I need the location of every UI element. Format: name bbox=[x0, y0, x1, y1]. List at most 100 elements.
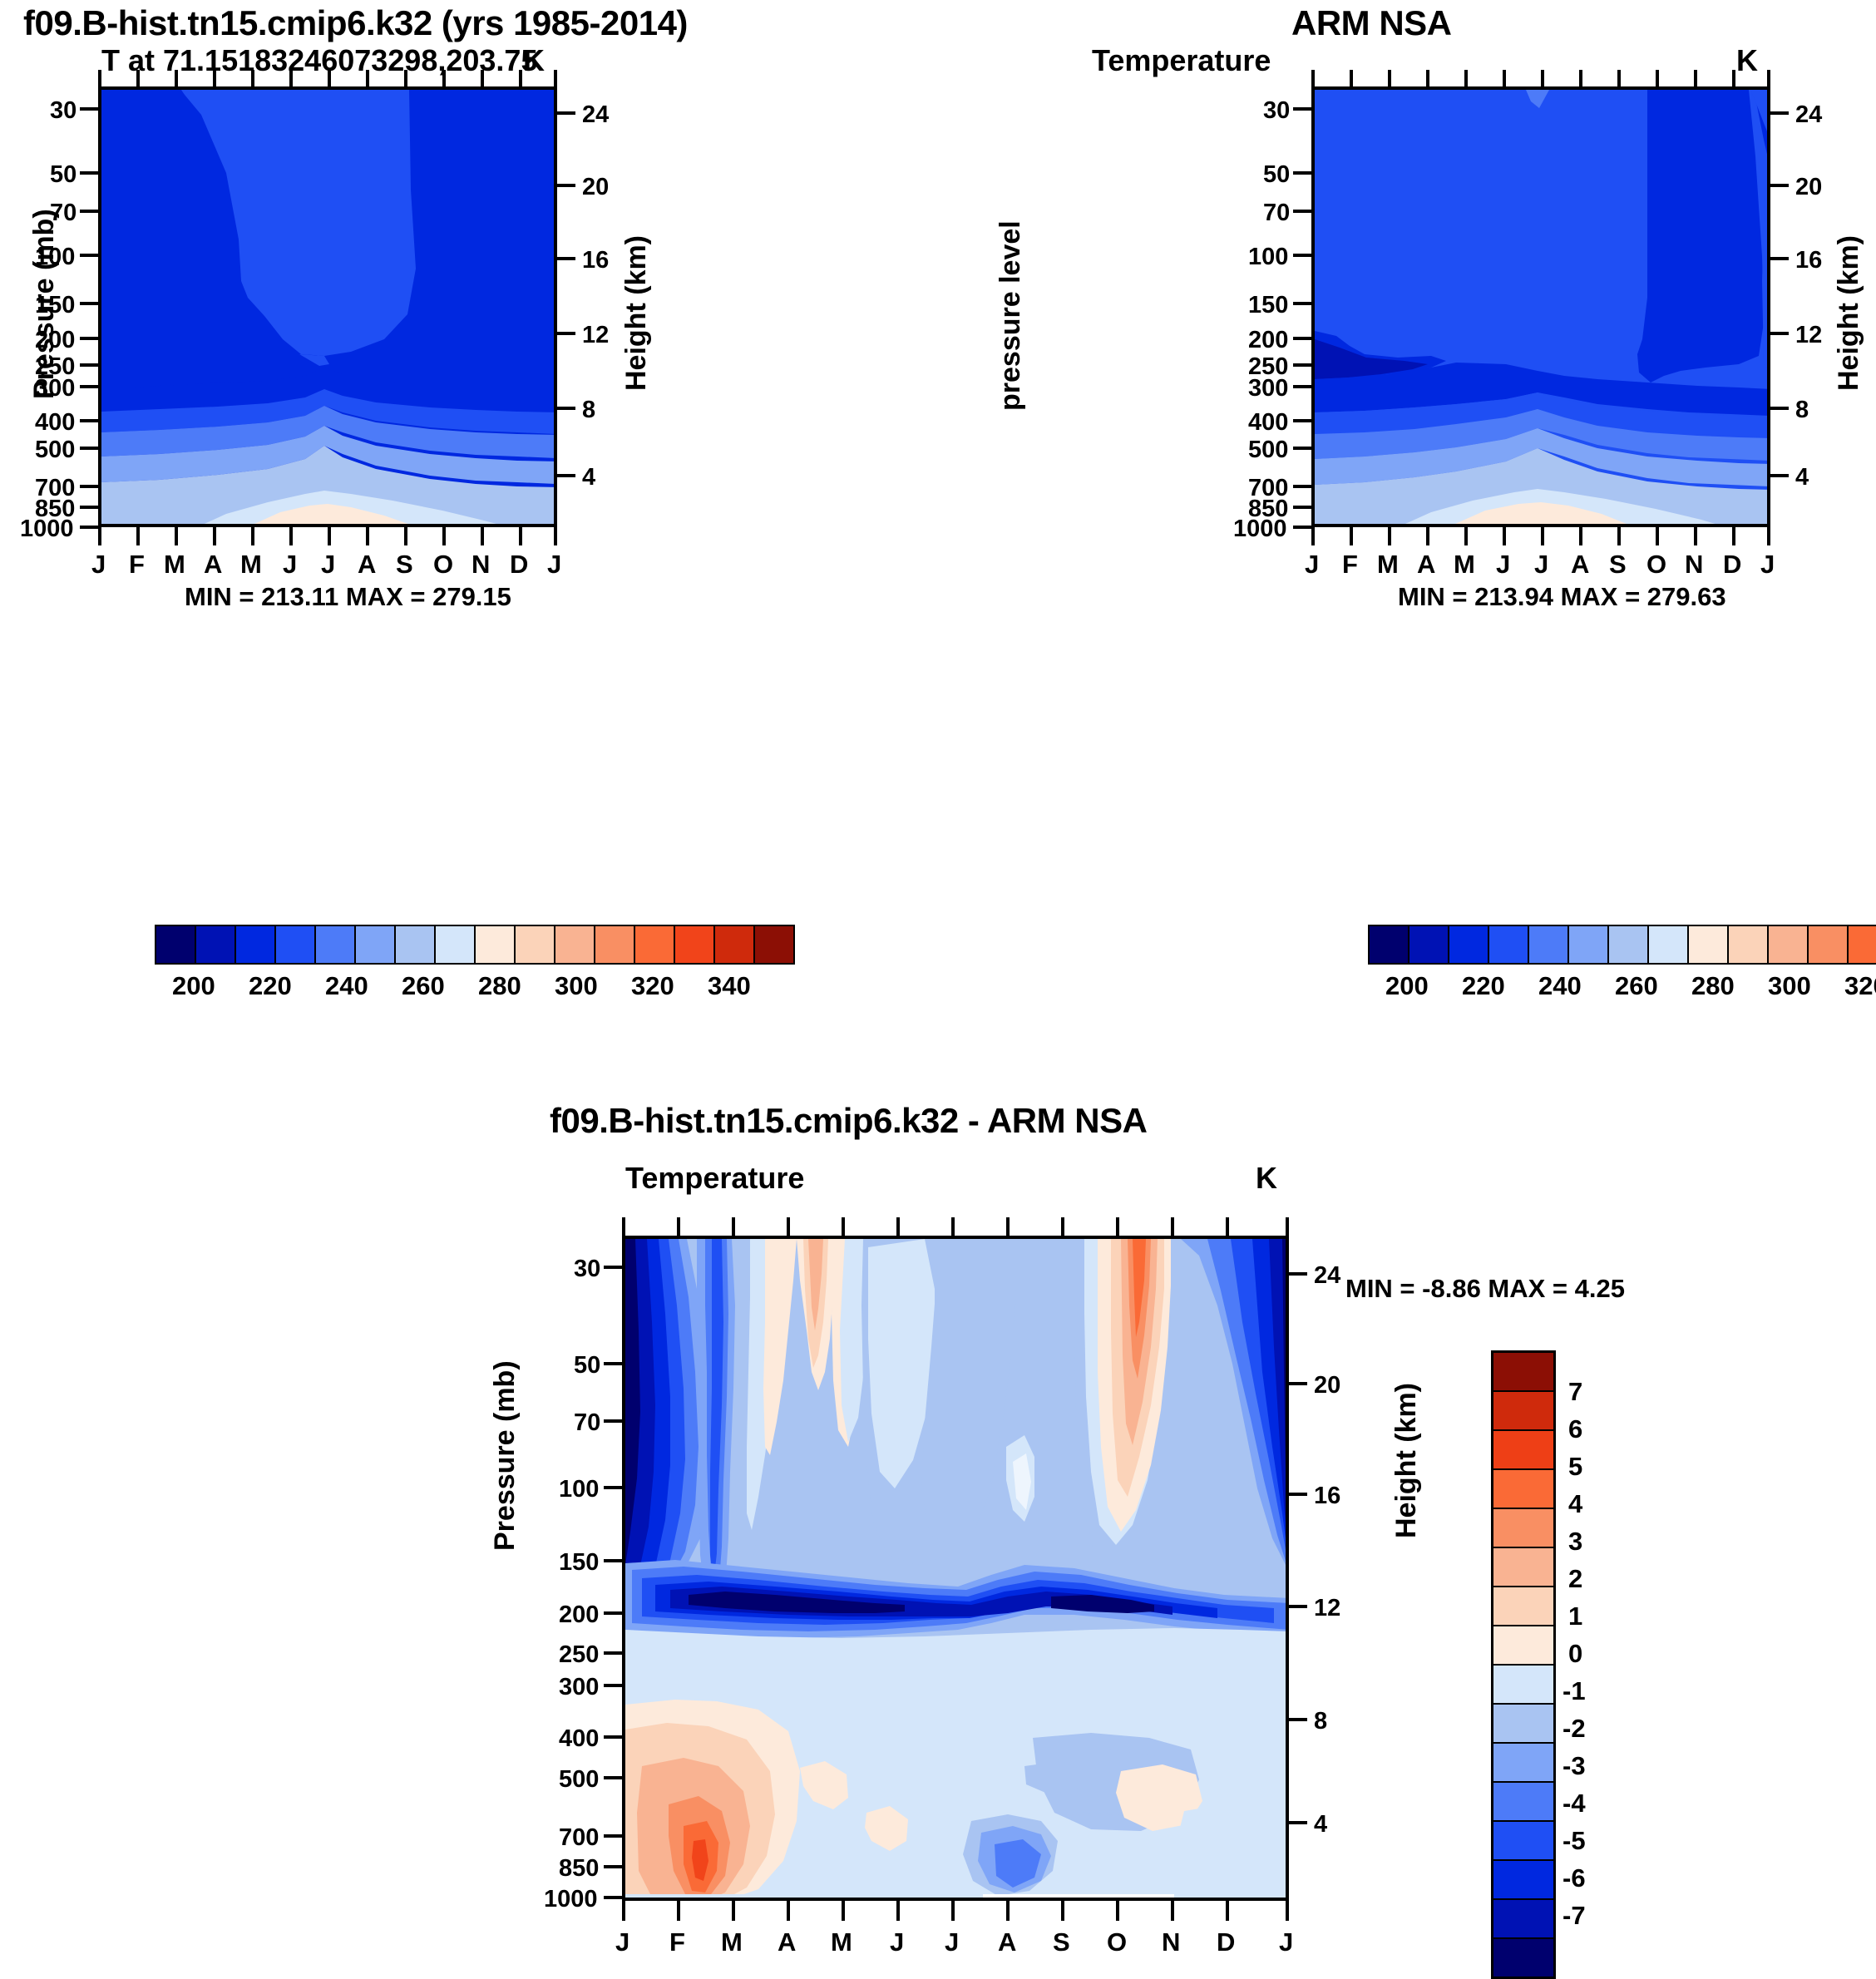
obs-month-9: O bbox=[1646, 550, 1667, 579]
model-month-6: J bbox=[321, 550, 336, 579]
obs-panel-title: ARM NSA bbox=[1291, 3, 1452, 42]
obs-htick-0: 4 bbox=[1795, 464, 1809, 491]
obs-ptick-12: 1000 bbox=[1233, 516, 1287, 542]
diff-month-2: M bbox=[721, 1927, 743, 1957]
model-panel-title: f09.B-hist.tn15.cmip6.k32 (yrs 1985-2014… bbox=[23, 3, 688, 42]
diff-month-10: N bbox=[1162, 1927, 1181, 1957]
diff-htick-0: 4 bbox=[1314, 1811, 1328, 1838]
diff-panel-title: f09.B-hist.tn15.cmip6.k32 - ARM NSA bbox=[550, 1101, 1148, 1140]
model-htick-4: 20 bbox=[582, 174, 610, 200]
model-ptick-5: 200 bbox=[35, 327, 76, 353]
model-cb-4: 280 bbox=[478, 971, 521, 1000]
diff-ptick-2: 70 bbox=[574, 1409, 601, 1436]
diff-ptick-6: 250 bbox=[559, 1641, 600, 1668]
model-minmax-label: MIN = 213.11 MAX = 279.15 bbox=[185, 582, 511, 611]
model-month-0: J bbox=[91, 550, 106, 579]
model-cb-3: 260 bbox=[402, 971, 445, 1000]
diff-month-8: S bbox=[1053, 1927, 1070, 1957]
obs-minmax-label: MIN = 213.94 MAX = 279.63 bbox=[1398, 582, 1726, 611]
obs-ptick-0: 30 bbox=[1263, 97, 1291, 124]
obs-y-axis-label: pressure level bbox=[995, 220, 1026, 411]
model-month-2: M bbox=[164, 550, 185, 579]
obs-ptick-10: 700 bbox=[1248, 475, 1289, 501]
model-ptick-0: 30 bbox=[50, 97, 77, 124]
diff-cb-8: -1 bbox=[1563, 1676, 1586, 1705]
model-cb-7: 340 bbox=[708, 971, 751, 1000]
model-month-9: O bbox=[433, 550, 454, 579]
diff-cb-6: 1 bbox=[1568, 1601, 1583, 1631]
obs-month-7: A bbox=[1571, 550, 1590, 579]
model-htick-0: 4 bbox=[582, 464, 596, 491]
model-ptick-8: 400 bbox=[35, 409, 76, 436]
obs-month-12: J bbox=[1760, 550, 1775, 579]
obs-month-11: D bbox=[1723, 550, 1742, 579]
obs-ptick-11: 850 bbox=[1248, 496, 1289, 522]
obs-cb-4: 280 bbox=[1691, 971, 1735, 1000]
model-htick-1: 8 bbox=[582, 397, 596, 423]
diff-cb-5: 2 bbox=[1568, 1564, 1583, 1593]
diff-month-4: M bbox=[831, 1927, 852, 1957]
model-units-label: K bbox=[523, 43, 545, 77]
model-month-7: A bbox=[358, 550, 377, 579]
obs-cb-0: 200 bbox=[1385, 971, 1429, 1000]
obs-ptick-7: 300 bbox=[1248, 375, 1289, 402]
diff-y-axis-label: Pressure (mb) bbox=[489, 1360, 521, 1551]
model-month-1: F bbox=[129, 550, 145, 579]
diff-ptick-8: 400 bbox=[559, 1725, 600, 1752]
diff-htick-4: 20 bbox=[1314, 1372, 1341, 1399]
obs-month-6: J bbox=[1534, 550, 1549, 579]
obs-colorbar bbox=[1368, 925, 1876, 965]
diff-ptick-0: 30 bbox=[574, 1256, 601, 1282]
obs-cb-5: 300 bbox=[1768, 971, 1811, 1000]
model-ptick-9: 500 bbox=[35, 437, 76, 463]
diff-cb-4: 3 bbox=[1568, 1527, 1583, 1556]
diff-cb-13: -6 bbox=[1563, 1863, 1586, 1893]
obs-ptick-5: 200 bbox=[1248, 327, 1289, 353]
diff-ptick-1: 50 bbox=[574, 1352, 601, 1379]
obs-month-10: N bbox=[1685, 550, 1704, 579]
diff-ptick-10: 700 bbox=[559, 1824, 600, 1851]
obs-month-2: M bbox=[1377, 550, 1399, 579]
obs-month-3: A bbox=[1417, 550, 1436, 579]
diff-contour-svg bbox=[625, 1239, 1286, 1898]
model-cb-1: 220 bbox=[249, 971, 292, 1000]
diff-htick-1: 8 bbox=[1314, 1708, 1328, 1735]
obs-month-5: J bbox=[1496, 550, 1511, 579]
model-month-8: S bbox=[396, 550, 413, 579]
model-cb-0: 200 bbox=[172, 971, 215, 1000]
obs-ptick-8: 400 bbox=[1248, 409, 1289, 436]
diff-ptick-5: 200 bbox=[559, 1601, 600, 1628]
obs-month-1: F bbox=[1342, 550, 1358, 579]
diff-cb-3: 4 bbox=[1568, 1489, 1583, 1518]
diff-cb-0: 7 bbox=[1568, 1377, 1583, 1406]
diff-ptick-3: 100 bbox=[559, 1476, 600, 1503]
diff-cb-14: -7 bbox=[1563, 1901, 1586, 1930]
obs-cb-3: 260 bbox=[1615, 971, 1658, 1000]
obs-subtitle: Temperature bbox=[1092, 43, 1271, 77]
obs-cb-2: 240 bbox=[1538, 971, 1582, 1000]
obs-htick-4: 20 bbox=[1795, 174, 1823, 200]
model-ptick-6: 250 bbox=[35, 353, 76, 380]
model-ptick-10: 700 bbox=[35, 475, 76, 501]
diff-ptick-4: 150 bbox=[559, 1549, 600, 1576]
obs-htick-2: 12 bbox=[1795, 322, 1823, 348]
diff-month-6: J bbox=[945, 1927, 960, 1957]
model-ptick-2: 70 bbox=[50, 200, 77, 226]
diff-month-3: A bbox=[778, 1927, 797, 1957]
diff-cb-7: 0 bbox=[1568, 1639, 1583, 1668]
diff-colorbar bbox=[1491, 1350, 1556, 1979]
model-month-12: J bbox=[547, 550, 562, 579]
model-colorbar bbox=[155, 925, 795, 965]
diff-month-1: F bbox=[669, 1927, 685, 1957]
model-ptick-3: 100 bbox=[35, 244, 76, 270]
diff-month-5: J bbox=[890, 1927, 905, 1957]
diff-cb-11: -4 bbox=[1563, 1789, 1586, 1818]
obs-htick-5: 24 bbox=[1795, 101, 1823, 128]
diff-cb-9: -2 bbox=[1563, 1714, 1586, 1743]
obs-ptick-1: 50 bbox=[1263, 161, 1291, 188]
obs-month-8: S bbox=[1609, 550, 1627, 579]
obs-htick-1: 8 bbox=[1795, 397, 1809, 423]
model-htick-2: 12 bbox=[582, 322, 610, 348]
model-cb-2: 240 bbox=[325, 971, 368, 1000]
diff-minmax-label: MIN = -8.86 MAX = 4.25 bbox=[1345, 1274, 1625, 1303]
